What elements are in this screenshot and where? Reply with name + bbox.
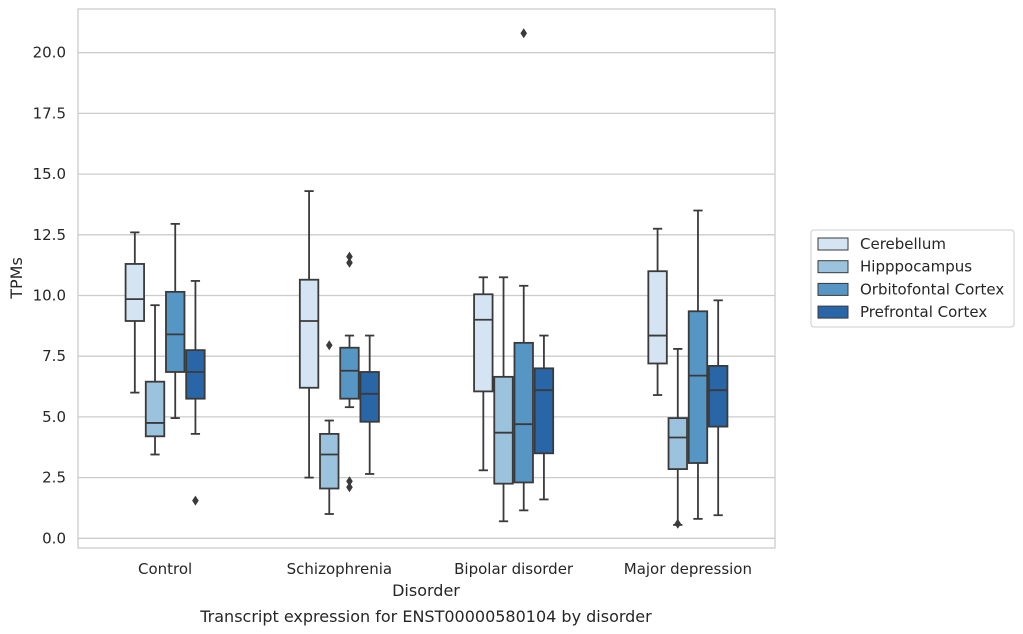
x-tick-labels: Control Schizophrenia Bipolar disorder Majo… xyxy=(138,560,752,578)
box-1-1 xyxy=(319,340,340,515)
y-tick-label: 0.0 xyxy=(42,529,66,547)
outlier-point xyxy=(346,251,353,262)
legend: Cerebellum Hipppocampus Orbitofontal Corte… xyxy=(810,229,1015,328)
legend-swatch xyxy=(817,260,849,274)
box-iqr xyxy=(185,349,206,400)
legend-swatch xyxy=(817,237,849,251)
box-0-2 xyxy=(165,222,186,420)
box-2-3 xyxy=(533,334,555,501)
box-iqr xyxy=(667,417,688,470)
box-0-3 xyxy=(185,280,206,506)
box-0-1 xyxy=(144,304,166,456)
box-3-1 xyxy=(667,348,688,529)
figure-caption: Transcript expression for ENST0000058010… xyxy=(199,607,652,626)
legend-label: Hipppocampus xyxy=(860,258,972,276)
plot-frame xyxy=(77,8,776,549)
y-tick-label: 12.5 xyxy=(33,226,66,244)
legend-label: Prefrontal Cortex xyxy=(860,303,987,321)
outlier-point xyxy=(192,495,199,506)
box-1-3 xyxy=(359,334,380,475)
box-3-0 xyxy=(647,227,668,396)
legend-label: Cerebellum xyxy=(860,235,946,253)
x-tick-label: Bipolar disorder xyxy=(454,560,574,578)
box-iqr xyxy=(647,270,668,365)
x-tick-label: Schizophrenia xyxy=(287,560,392,578)
outlier-point xyxy=(346,476,353,487)
box-iqr xyxy=(165,290,186,373)
box-iqr xyxy=(319,432,340,490)
outlier-point xyxy=(325,340,333,351)
box-iqr xyxy=(533,367,555,455)
box-iqr xyxy=(359,371,380,423)
x-tick-label: Major depression xyxy=(624,560,752,578)
box-1-2 xyxy=(339,251,360,493)
outlier-point xyxy=(674,518,682,529)
box-iqr xyxy=(298,278,320,389)
legend-frame xyxy=(810,229,1015,328)
y-tick-label: 20.0 xyxy=(33,44,66,62)
box-iqr xyxy=(473,293,494,393)
box-iqr xyxy=(339,346,360,400)
box-iqr xyxy=(493,375,514,485)
outlier-point xyxy=(346,482,353,493)
box-1-0 xyxy=(298,190,320,479)
box-iqr xyxy=(513,341,534,484)
y-axis-label: TPMs xyxy=(7,257,26,300)
y-tick-label: 2.5 xyxy=(42,469,66,487)
y-tick-label: 5.0 xyxy=(42,408,66,426)
box-0-0 xyxy=(124,231,145,394)
y-tick-label: 10.0 xyxy=(33,286,66,304)
box-3-3 xyxy=(708,299,729,517)
x-axis-label: Disorder xyxy=(392,581,460,600)
box-groups xyxy=(124,28,729,529)
y-tick-labels: 0.0 2.5 5.0 7.5 10.0 12.5 15.0 17.5 20.0 xyxy=(33,44,66,548)
outlier-point xyxy=(520,28,528,39)
box-iqr xyxy=(687,310,709,464)
box-iqr xyxy=(708,365,729,428)
box-2-1 xyxy=(493,276,514,523)
legend-swatch xyxy=(817,282,849,296)
x-tick-label: Control xyxy=(138,560,192,578)
legend-label: Orbitofontal Cortex xyxy=(860,280,1004,298)
y-tick-label: 17.5 xyxy=(33,104,66,122)
outlier-point xyxy=(346,257,353,268)
box-3-2 xyxy=(687,209,709,520)
y-tick-label: 15.0 xyxy=(33,165,66,183)
box-iqr xyxy=(144,380,166,438)
box-2-0 xyxy=(473,276,494,472)
legend-swatch xyxy=(817,305,849,319)
box-2-2 xyxy=(513,28,534,512)
y-tick-label: 7.5 xyxy=(42,347,66,365)
box-iqr xyxy=(124,263,145,322)
